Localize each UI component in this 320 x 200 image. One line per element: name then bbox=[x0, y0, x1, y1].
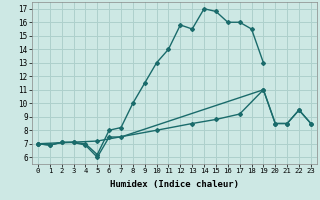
X-axis label: Humidex (Indice chaleur): Humidex (Indice chaleur) bbox=[110, 180, 239, 189]
